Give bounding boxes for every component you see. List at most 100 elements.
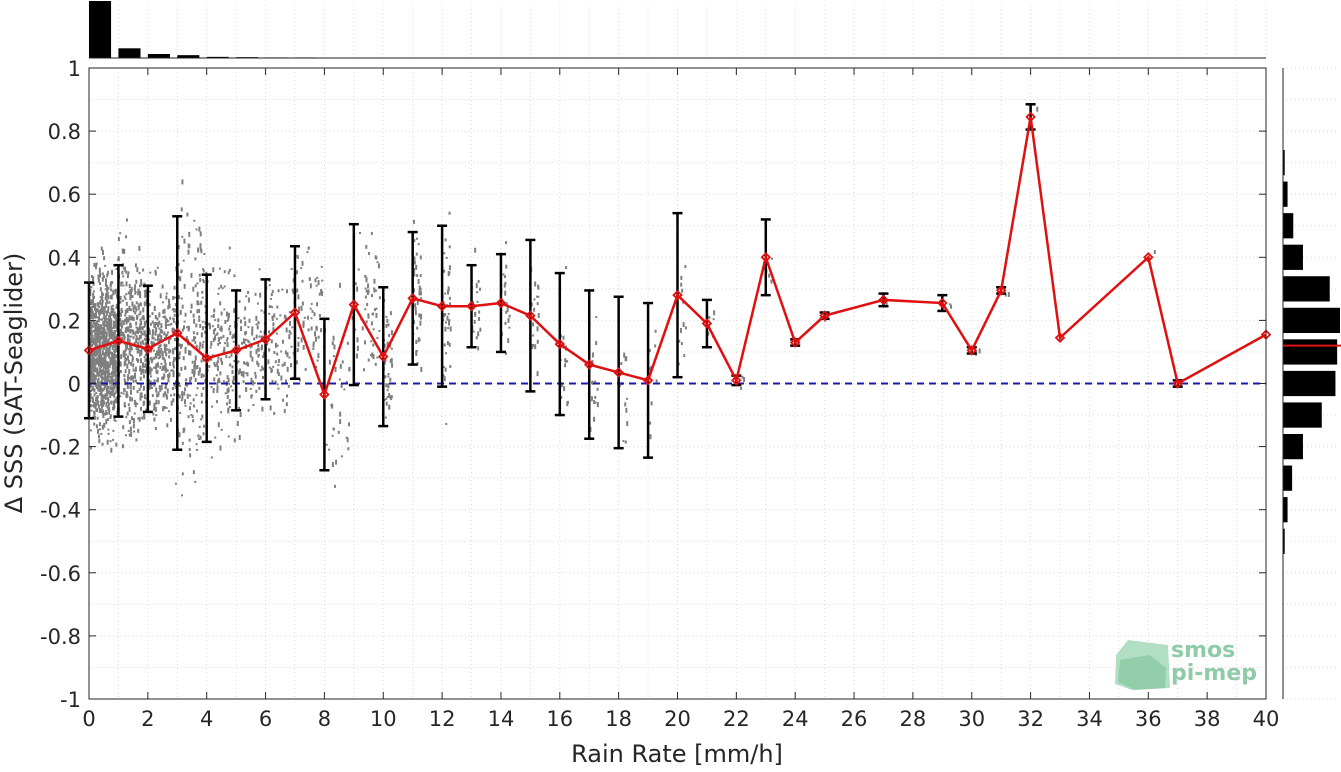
scatter-point — [302, 344, 305, 350]
right-hist-bar — [1283, 307, 1340, 334]
scatter-point — [335, 459, 338, 465]
scatter-point — [196, 309, 199, 314]
scatter-point — [650, 401, 653, 406]
scatter-point — [624, 402, 627, 407]
scatter-point — [196, 300, 199, 306]
scatter-point — [232, 340, 235, 343]
scatter-point — [169, 323, 172, 326]
scatter-point — [165, 393, 168, 398]
scatter-point — [129, 386, 132, 390]
scatter-point — [680, 275, 683, 280]
scatter-point — [163, 331, 166, 334]
scatter-point — [195, 228, 198, 231]
scatter-point — [389, 377, 392, 382]
scatter-point — [198, 315, 201, 319]
scatter-point — [301, 301, 304, 306]
scatter-point — [221, 287, 224, 290]
scatter-point — [368, 251, 371, 255]
scatter-point — [824, 319, 827, 322]
scatter-point — [314, 336, 317, 342]
scatter-point — [145, 350, 148, 356]
scatter-point — [507, 338, 510, 344]
scatter-point — [239, 319, 242, 324]
scatter-point — [103, 361, 106, 365]
scatter-point — [89, 396, 92, 399]
scatter-point — [98, 282, 101, 286]
scatter-point — [100, 362, 103, 367]
scatter-point — [103, 394, 106, 397]
scatter-point — [111, 354, 114, 360]
x-tick-label: 6 — [259, 707, 272, 731]
scatter-point — [165, 352, 168, 357]
scatter-point — [157, 357, 160, 360]
scatter-point — [443, 269, 446, 273]
scatter-point — [97, 323, 100, 326]
scatter-point — [95, 337, 98, 340]
scatter-point — [131, 356, 134, 360]
scatter-point — [163, 343, 166, 347]
scatter-point — [316, 359, 319, 362]
right-hist-bar — [1283, 370, 1336, 397]
scatter-point — [478, 316, 481, 321]
scatter-point — [250, 344, 253, 348]
y-axis-title: Δ SSS (SAT-Seaglider) — [0, 253, 28, 514]
scatter-point — [448, 265, 451, 271]
scatter-point — [371, 352, 374, 358]
scatter-point — [1036, 106, 1039, 112]
scatter-point — [172, 348, 175, 354]
scatter-point — [122, 350, 125, 353]
scatter-point — [112, 320, 115, 325]
scatter-point — [274, 380, 277, 384]
scatter-point — [197, 434, 200, 438]
scatter-point — [252, 380, 255, 386]
scatter-point — [173, 310, 176, 313]
scatter-point — [135, 301, 138, 305]
scatter-point — [170, 369, 173, 372]
scatter-point — [338, 282, 341, 288]
scatter-point — [131, 295, 134, 299]
scatter-point — [237, 370, 240, 375]
scatter-point — [228, 246, 231, 250]
scatter-point — [297, 341, 300, 347]
scatter-point — [102, 413, 105, 419]
scatter-point — [227, 312, 230, 318]
scatter-point — [181, 394, 184, 400]
scatter-point — [114, 289, 117, 295]
scatter-point — [91, 385, 94, 391]
mean-line — [88, 116, 1267, 399]
scatter-point — [101, 334, 104, 338]
scatter-point — [105, 387, 108, 390]
scatter-point — [106, 353, 109, 357]
scatter-point — [161, 350, 164, 356]
scatter-point — [137, 288, 140, 293]
scatter-point — [198, 273, 201, 277]
scatter-point — [179, 384, 182, 387]
mean-point — [142, 343, 154, 355]
scatter-point — [168, 338, 171, 341]
scatter-point — [197, 370, 200, 376]
scatter-point — [135, 358, 138, 362]
scatter-point — [949, 304, 952, 309]
scatter-point — [149, 357, 152, 360]
scatter-point — [136, 267, 139, 273]
scatter-point — [198, 346, 201, 351]
scatter-point — [414, 306, 417, 311]
scatter-point — [102, 320, 105, 326]
scatter-point — [418, 285, 421, 291]
scatter-point — [98, 267, 101, 273]
scatter-point — [144, 358, 147, 363]
scatter-point — [115, 365, 118, 368]
scatter-point — [95, 321, 98, 327]
scatter-point — [195, 409, 198, 413]
scatter-point — [193, 219, 196, 222]
scatter-point — [126, 344, 129, 350]
scatter-point — [594, 401, 597, 404]
scatter-point — [679, 327, 682, 333]
scatter-point — [384, 416, 387, 419]
scatter-point — [180, 297, 183, 300]
scatter-point — [152, 337, 155, 340]
scatter-point — [97, 331, 100, 336]
scatter-point — [228, 405, 231, 408]
scatter-point — [134, 366, 137, 371]
scatter-point — [138, 337, 141, 341]
